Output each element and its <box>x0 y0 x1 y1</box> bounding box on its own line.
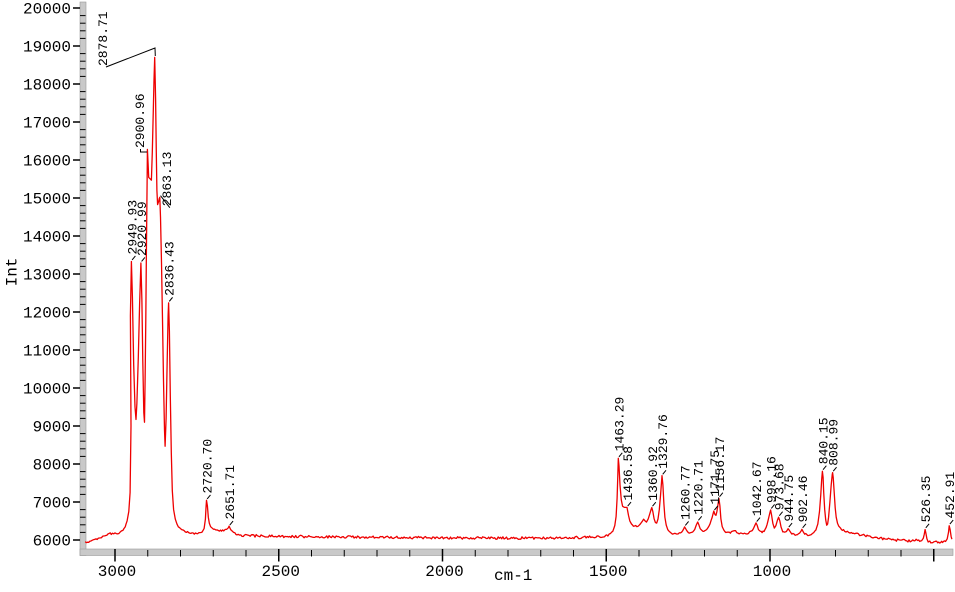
peak-label: 1156.17 <box>713 437 728 492</box>
peak-label: 1436.58 <box>621 446 636 501</box>
peak-leader-line <box>652 501 657 507</box>
peak-leader-line <box>822 465 827 471</box>
y-tick-label: 19000 <box>23 39 71 57</box>
peak-label: 944.75 <box>782 475 797 522</box>
x-tick-label: 2000 <box>425 563 463 581</box>
peak-leader-line <box>206 494 211 500</box>
x-axis-title: cm-1 <box>494 567 533 585</box>
spectrum-trace <box>84 56 953 544</box>
peak-leader-line <box>627 501 632 507</box>
peak-label: 1260.77 <box>679 465 694 520</box>
peak-leader-line <box>925 523 930 529</box>
peak-leader-line <box>160 195 171 209</box>
y-tick-label: 17000 <box>23 115 71 133</box>
y-tick-label: 11000 <box>23 343 71 361</box>
peak-label: 1042.67 <box>750 461 765 516</box>
y-tick-label: 9000 <box>33 419 71 437</box>
peak-leader-line <box>788 522 793 528</box>
x-tick-label: 2500 <box>262 563 300 581</box>
peak-leader-line <box>140 149 147 153</box>
x-axis-band <box>79 548 954 556</box>
peak-label: 1360.92 <box>646 446 661 501</box>
peak-leader-line <box>802 523 807 529</box>
peak-label: 2863.13 <box>160 152 175 207</box>
y-tick-label: 15000 <box>23 191 71 209</box>
peak-label: 2900.96 <box>133 93 148 148</box>
peak-label: 2836.43 <box>163 241 178 296</box>
y-tick-label: 6000 <box>33 533 71 551</box>
y-tick-label: 18000 <box>23 77 71 95</box>
peak-leader-line <box>662 469 667 475</box>
peak-label: 2878.71 <box>96 11 111 66</box>
peak-label: 1220.71 <box>692 460 707 515</box>
peak-label: 2949.93 <box>125 200 140 255</box>
peak-label: 1171.75 <box>708 450 723 505</box>
x-tick-label: 1500 <box>589 563 627 581</box>
peak-leader-line <box>684 521 689 526</box>
y-tick-label: 10000 <box>23 381 71 399</box>
peak-leader-line <box>778 511 784 517</box>
y-tick-label: 8000 <box>33 457 71 475</box>
peak-label: 2720.70 <box>200 439 215 494</box>
y-tick-label: 7000 <box>33 495 71 513</box>
peak-label: 808.99 <box>827 419 842 466</box>
peak-leader-line <box>141 257 146 262</box>
peak-label: 526.35 <box>919 476 934 523</box>
y-tick-label: 20000 <box>23 1 71 19</box>
peak-label: 2651.71 <box>223 465 238 520</box>
peak-label: 840.15 <box>816 417 831 464</box>
peak-leader-line <box>618 452 623 458</box>
peak-leader-line <box>168 297 173 302</box>
peak-label: 2920.99 <box>135 201 150 256</box>
peak-label: 1329.76 <box>656 414 671 469</box>
peak-leader-line <box>832 466 837 472</box>
peak-leader-line <box>714 505 719 511</box>
peak-label: 452.91 <box>943 472 955 519</box>
y-tick-label: 14000 <box>23 229 71 247</box>
peak-label: 902.46 <box>796 476 811 523</box>
peak-leader-line <box>698 515 703 521</box>
x-tick-label: 3000 <box>98 563 136 581</box>
peak-label: 1463.29 <box>612 397 627 452</box>
peak-leader-line <box>770 504 775 509</box>
x-tick-label: 1000 <box>753 563 791 581</box>
y-axis-title: Int <box>3 257 22 287</box>
peak-leader-line <box>949 519 954 525</box>
peak-leader-line <box>229 520 234 526</box>
peak-label: 998.16 <box>765 456 780 503</box>
peak-leader-line <box>131 255 136 261</box>
peak-leader-line <box>719 492 724 498</box>
peak-leader-line <box>756 517 761 522</box>
peak-label: 973.68 <box>773 463 788 510</box>
y-tick-label: 16000 <box>23 153 71 171</box>
y-tick-label: 13000 <box>23 267 71 285</box>
peak-leader-line <box>105 47 156 68</box>
y-axis-band <box>79 1 87 556</box>
y-tick-label: 12000 <box>23 305 71 323</box>
